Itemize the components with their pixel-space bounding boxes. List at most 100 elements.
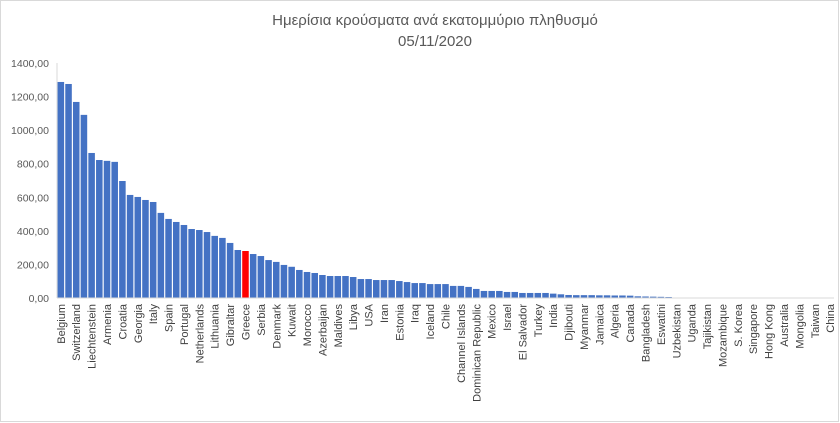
y-tick-label: 1200,00	[11, 92, 49, 104]
x-tick-label: Portugal	[179, 304, 191, 345]
bar-unlabeled-5	[96, 160, 103, 298]
bar-unlabeled-35	[326, 276, 334, 298]
y-tick-label: 600,00	[17, 192, 49, 204]
bar-india	[549, 293, 557, 298]
bar-georgia	[134, 196, 142, 298]
bar-unlabeled-37	[342, 276, 349, 298]
x-tick-label: Jamaica	[594, 303, 606, 345]
bar-unlabeled-53	[465, 286, 472, 298]
bar-italy	[149, 201, 157, 298]
bar-turkey	[534, 292, 542, 298]
x-tick-label: Taiwan	[810, 304, 822, 338]
y-tick-label: 800,00	[17, 159, 49, 171]
x-tick-label: Tajikistan	[702, 304, 714, 349]
bar-unlabeled-3	[80, 114, 88, 298]
x-tick-label: Denmark	[271, 304, 283, 349]
x-tick-label: Switzerland	[71, 304, 83, 361]
bar-lithuania	[211, 235, 218, 298]
x-tick-label: Israel	[502, 304, 514, 331]
bar-liechtenstein	[88, 152, 95, 298]
x-tick-label: Italy	[148, 304, 160, 325]
x-tick-label: Greece	[240, 304, 252, 340]
bar-unlabeled-55	[480, 290, 488, 298]
bar-azerbaijan	[319, 275, 326, 298]
x-tick-label: Canada	[625, 303, 637, 342]
bar-greece	[242, 251, 249, 298]
x-tick-label: Myanmar	[579, 304, 591, 350]
bar-libya	[349, 277, 357, 298]
x-tick-label: Croatia	[117, 303, 129, 339]
bar-unlabeled-17	[188, 229, 195, 298]
bar-gibraltar	[226, 242, 234, 298]
bar-belgium	[57, 81, 65, 298]
bar-unlabeled-73	[619, 295, 626, 298]
y-tick-label: 400,00	[17, 226, 49, 238]
bar-unlabeled-1	[65, 83, 72, 298]
bar-channel-islands	[457, 285, 465, 298]
chart-title: Ημερίσια κρούσματα ανά εκατομμύριο πληθυ…	[272, 12, 598, 29]
bar-kuwait	[288, 266, 295, 298]
bar-jamaica	[596, 295, 603, 298]
bar-unlabeled-43	[388, 280, 395, 298]
bar-djibouti	[565, 294, 572, 298]
bar-bangladesh	[642, 296, 649, 298]
bar-usa	[365, 279, 372, 298]
bar-unlabeled-75	[634, 296, 642, 298]
bar-unlabeled-47	[419, 283, 426, 298]
bar-iceland	[426, 284, 434, 298]
x-tick-label: Singapore	[748, 304, 760, 354]
bar-eswatini	[657, 296, 665, 298]
bar-unlabeled-61	[526, 292, 534, 298]
x-tick-label: Iran	[379, 304, 391, 323]
bar-unlabeled-27	[265, 260, 272, 298]
bar-unlabeled-41	[372, 280, 380, 298]
x-tick-label: Hong Kong	[764, 304, 776, 359]
x-tick-label: Estonia	[394, 303, 406, 341]
bar-unlabeled-21	[219, 237, 226, 298]
x-tick-label: Georgia	[133, 303, 145, 343]
x-tick-label: S. Korea	[733, 303, 745, 347]
x-tick-label: Belgium	[56, 304, 68, 344]
x-tick-label: Maldives	[333, 304, 345, 348]
x-tick-label: Algeria	[610, 303, 622, 338]
bar-unlabeled-9	[126, 194, 134, 298]
x-tick-label: Iraq	[410, 304, 422, 323]
x-tick-label: Dominican Republic	[471, 304, 483, 402]
bar-unlabeled-25	[249, 254, 257, 298]
x-tick-label: Bangladesh	[641, 304, 653, 362]
bar-maldives	[334, 276, 342, 298]
x-tick-label: Iceland	[425, 304, 437, 339]
chart-subtitle: 05/11/2020	[398, 33, 472, 50]
bar-unlabeled-15	[172, 221, 180, 298]
bar-portugal	[180, 224, 188, 298]
x-tick-label: Kuwait	[287, 304, 299, 337]
bar-unlabeled-57	[496, 290, 503, 298]
x-tick-label: Uganda	[687, 303, 699, 342]
x-tick-label: Spain	[164, 304, 176, 332]
x-tick-label: Lithuania	[210, 303, 222, 349]
bar-armenia	[103, 160, 111, 298]
bar-denmark	[272, 261, 280, 298]
x-tick-label: Uzbekistan	[671, 304, 683, 358]
x-tick-label: Libya	[348, 303, 360, 330]
x-tick-label: Chile	[441, 304, 453, 329]
bar-unlabeled-19	[203, 232, 211, 298]
y-tick-label: 1400,00	[11, 58, 49, 70]
bar-unlabeled-7	[111, 161, 118, 298]
bar-unlabeled-65	[557, 294, 565, 298]
x-tick-label: Azerbaijan	[317, 304, 329, 356]
y-tick-label: 0,00	[29, 293, 50, 305]
bar-unlabeled-23	[234, 249, 242, 298]
bar-unlabeled-63	[542, 292, 549, 298]
bar-unlabeled-33	[311, 272, 318, 298]
x-tick-label: India	[548, 303, 560, 328]
bar-chile	[442, 284, 449, 298]
bar-el-salvador	[519, 292, 526, 298]
y-tick-label: 1000,00	[11, 125, 49, 137]
x-tick-label: Mozambique	[717, 304, 729, 367]
bar-morocco	[303, 271, 311, 298]
x-tick-label: USA	[364, 303, 376, 326]
bar-unlabeled-67	[573, 295, 580, 298]
